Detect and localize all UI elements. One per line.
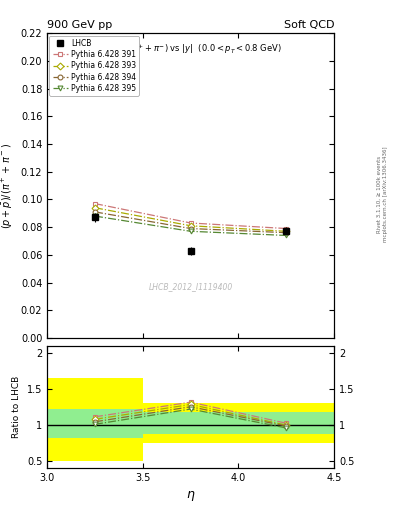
Pythia 6.428 394 — [284, 229, 288, 236]
Text: LHCB_2012_I1119400: LHCB_2012_I1119400 — [149, 282, 233, 291]
Pythia 6.428 391 — [188, 220, 193, 226]
Text: mcplots.cern.ch [arXiv:1306.3436]: mcplots.cern.ch [arXiv:1306.3436] — [384, 147, 388, 242]
Pythia 6.428 393 — [93, 205, 97, 211]
Pythia 6.428 395 — [188, 228, 193, 234]
Text: Soft QCD: Soft QCD — [284, 19, 334, 30]
Line: Pythia 6.428 393: Pythia 6.428 393 — [92, 205, 289, 233]
Line: Pythia 6.428 395: Pythia 6.428 395 — [92, 214, 289, 238]
Pythia 6.428 395 — [93, 213, 97, 219]
Pythia 6.428 395 — [284, 232, 288, 239]
Pythia 6.428 394 — [188, 225, 193, 231]
Pythia 6.428 393 — [284, 228, 288, 234]
Text: Rivet 3.1.10, ≥ 100k events: Rivet 3.1.10, ≥ 100k events — [377, 156, 382, 233]
Pythia 6.428 393 — [188, 223, 193, 229]
Text: 900 GeV pp: 900 GeV pp — [47, 19, 112, 30]
Pythia 6.428 394 — [93, 209, 97, 215]
Pythia 6.428 391 — [93, 201, 97, 207]
Legend: LHCB, Pythia 6.428 391, Pythia 6.428 393, Pythia 6.428 394, Pythia 6.428 395: LHCB, Pythia 6.428 391, Pythia 6.428 393… — [50, 35, 139, 96]
Pythia 6.428 391 — [284, 225, 288, 231]
Text: $(\bar{p}+p)/(\pi^{+}+\pi^{-})$ vs $|y|$  $(0.0 < p_T < 0.8$ GeV$)$: $(\bar{p}+p)/(\pi^{+}+\pi^{-})$ vs $|y|$… — [99, 42, 282, 56]
Y-axis label: $(p+\bar{p})/(\pi^+ + \pi^-)$: $(p+\bar{p})/(\pi^+ + \pi^-)$ — [0, 143, 15, 228]
Y-axis label: Ratio to LHCB: Ratio to LHCB — [12, 376, 21, 438]
X-axis label: $\eta$: $\eta$ — [186, 489, 195, 503]
Line: Pythia 6.428 391: Pythia 6.428 391 — [92, 201, 289, 231]
Line: Pythia 6.428 394: Pythia 6.428 394 — [92, 209, 289, 235]
